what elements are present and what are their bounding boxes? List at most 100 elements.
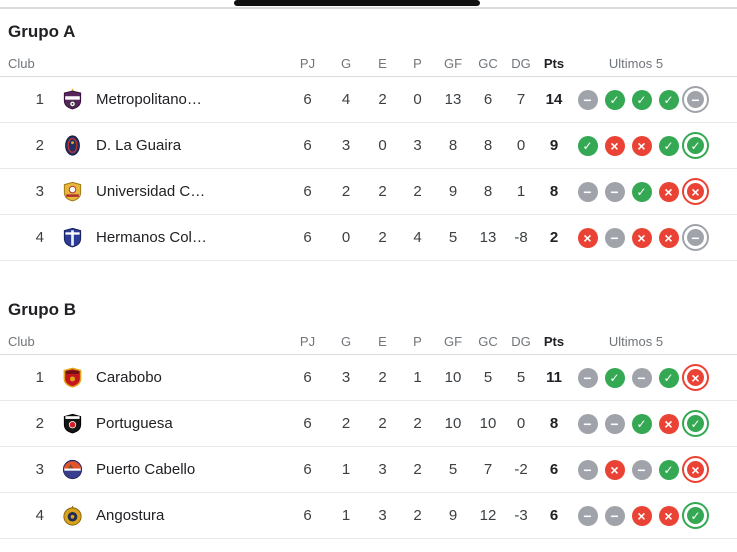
club-name[interactable]: Universidad C… (96, 183, 206, 200)
stat-e: 2 (378, 415, 387, 432)
result-loss-icon: × (655, 224, 682, 251)
group-title: Grupo A (8, 22, 76, 41)
stat-pj: 6 (303, 461, 312, 478)
stat-e: 2 (378, 183, 387, 200)
stat-gf: 9 (448, 183, 458, 200)
stat-pts: 8 (549, 415, 559, 432)
stat-pj: 6 (303, 137, 312, 154)
group-a-section: Grupo A Club PJ G E P GF GC DG Pts Ultim… (0, 9, 737, 261)
table-row[interactable]: 1 Carabobo 6 3 2 1 10 5 5 11 − ✓ − ✓ × (0, 355, 737, 401)
stat-dg: 7 (516, 91, 526, 108)
table-row[interactable]: 4 Hermanos Col… 6 0 2 4 5 13 -8 2 × − × × − (0, 215, 737, 261)
club-name[interactable]: D. La Guaira (96, 137, 182, 154)
table-row[interactable]: 3 Puerto Cabello 6 1 3 2 5 7 -2 6 − × − ✓ × (0, 447, 737, 493)
stat-pts: 6 (549, 507, 559, 524)
stat-pj: 6 (303, 229, 312, 246)
last5-results: ✓ × × ✓ ✓ (571, 132, 737, 159)
header-g: G (340, 334, 352, 349)
result-win-icon: ✓ (628, 178, 655, 205)
stat-gf: 10 (444, 415, 462, 432)
result-draw-icon: − (574, 502, 601, 529)
header-gc: GC (478, 56, 498, 71)
scrollbar-track (0, 7, 737, 9)
club-name[interactable]: Puerto Cabello (96, 461, 196, 478)
position: 3 (35, 461, 44, 478)
stat-pj: 6 (303, 415, 312, 432)
stat-e: 3 (378, 461, 387, 478)
result-win-icon: ✓ (601, 364, 628, 391)
header-gf: GF (443, 56, 463, 71)
table-row[interactable]: 1 Metropolitano… 6 4 2 0 13 6 7 14 − ✓ ✓ ✓ − (0, 77, 737, 123)
header-pj: PJ (299, 334, 316, 349)
stat-p: 2 (413, 507, 422, 524)
position: 2 (35, 137, 44, 154)
result-draw-icon: − (682, 224, 709, 251)
club-badge-hermanos-icon (52, 226, 92, 249)
header-dg: DG (511, 56, 531, 71)
stat-dg: 1 (516, 183, 526, 200)
stat-gf: 9 (448, 507, 458, 524)
stat-g: 1 (341, 507, 351, 524)
result-win-icon: ✓ (655, 456, 682, 483)
header-dg: DG (511, 334, 531, 349)
stat-pts: 11 (546, 369, 562, 386)
table-row[interactable]: 2 Portuguesa 6 2 2 2 10 10 0 8 − − ✓ × ✓ (0, 401, 737, 447)
club-name[interactable]: Hermanos Col… (96, 229, 207, 246)
scrollbar-thumb[interactable] (234, 0, 480, 6)
club-name[interactable]: Metropolitano… (96, 91, 202, 108)
result-draw-icon: − (574, 364, 601, 391)
last5-results: − ✓ ✓ ✓ − (571, 86, 737, 113)
result-loss-icon: × (601, 456, 628, 483)
stat-gc: 8 (483, 137, 493, 154)
result-win-icon: ✓ (628, 86, 655, 113)
result-loss-icon: × (682, 178, 709, 205)
result-draw-icon: − (574, 178, 601, 205)
stat-p: 2 (413, 415, 422, 432)
club-badge-carabobo-icon (52, 366, 92, 389)
club-badge-metropolitano-icon (52, 88, 92, 111)
table-header: Club PJ G E P GF GC DG Pts Ultimos 5 (0, 329, 737, 355)
result-draw-icon: − (601, 224, 628, 251)
stat-g: 2 (341, 183, 351, 200)
stat-e: 2 (378, 229, 387, 246)
stat-g: 1 (341, 461, 351, 478)
result-win-icon: ✓ (601, 86, 628, 113)
stat-dg: 5 (516, 369, 526, 386)
result-loss-icon: × (655, 178, 682, 205)
result-win-icon: ✓ (682, 132, 709, 159)
stat-dg: -3 (514, 507, 528, 524)
result-loss-icon: × (655, 410, 682, 437)
result-loss-icon: × (628, 132, 655, 159)
club-name[interactable]: Carabobo (96, 369, 162, 386)
club-badge-angostura-icon (52, 504, 92, 527)
stat-p: 2 (413, 183, 422, 200)
result-loss-icon: × (574, 224, 601, 251)
header-g: G (340, 56, 352, 71)
header-last5: Ultimos 5 (608, 334, 664, 349)
header-club: Club (8, 56, 35, 71)
stat-gc: 5 (483, 369, 493, 386)
stat-pj: 6 (303, 91, 312, 108)
table-row[interactable]: 4 Angostura 6 1 3 2 9 12 -3 6 − − × × ✓ (0, 493, 737, 539)
stat-e: 3 (378, 507, 387, 524)
stat-dg: -2 (514, 461, 528, 478)
result-draw-icon: − (682, 86, 709, 113)
stat-e: 2 (378, 91, 387, 108)
horizontal-scrollbar[interactable] (0, 0, 737, 9)
result-loss-icon: × (682, 364, 709, 391)
position: 1 (35, 369, 44, 386)
header-e: E (378, 56, 387, 71)
table-row[interactable]: 2 D. La Guaira 6 3 0 3 8 8 0 9 ✓ × × ✓ ✓ (0, 123, 737, 169)
table-row[interactable]: 3 Universidad C… 6 2 2 2 9 8 1 8 − − ✓ × × (0, 169, 737, 215)
stat-g: 2 (341, 415, 351, 432)
header-last5: Ultimos 5 (608, 56, 664, 71)
club-name[interactable]: Angostura (96, 507, 165, 524)
stat-pts: 14 (545, 91, 563, 108)
header-p: P (413, 56, 422, 71)
result-win-icon: ✓ (574, 132, 601, 159)
stat-pj: 6 (303, 183, 312, 200)
result-draw-icon: − (574, 456, 601, 483)
stat-gf: 13 (444, 91, 462, 108)
club-name[interactable]: Portuguesa (96, 415, 173, 432)
club-badge-portuguesa-icon (52, 412, 92, 435)
